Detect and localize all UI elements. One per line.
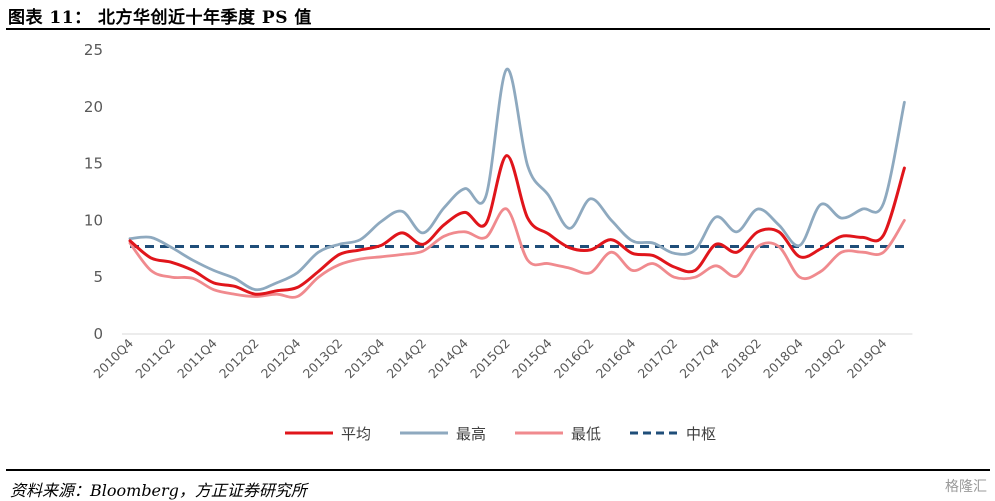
- x-axis-ticks: 2010Q42011Q22011Q42012Q22012Q42013Q22013…: [90, 335, 889, 381]
- y-axis-ticks: 0 5 10 15 20 25: [84, 41, 103, 343]
- line-chart: 0 5 10 15 20 25 2010Q42011Q22011Q42012Q22012Q…: [84, 41, 913, 443]
- x-tick-label: 2015Q2: [467, 336, 513, 382]
- legend-label-avg: 平均: [341, 425, 371, 443]
- x-tick-label: 2011Q2: [132, 336, 178, 382]
- x-tick-label: 2016Q4: [593, 335, 639, 381]
- y-tick-label: 5: [93, 268, 103, 286]
- x-tick-label: 2017Q4: [676, 335, 722, 381]
- x-tick-label: 2013Q2: [300, 336, 346, 382]
- x-tick-label: 2016Q2: [551, 336, 597, 382]
- footer-rule: [6, 469, 990, 471]
- series-line-max: [128, 67, 906, 292]
- y-tick-label: 20: [84, 98, 103, 116]
- y-tick-label: 15: [84, 155, 103, 173]
- series-line-avg: [128, 154, 906, 296]
- x-tick-label: 2014Q2: [383, 336, 429, 382]
- x-tick-label: 2012Q4: [258, 335, 304, 381]
- x-tick-label: 2014Q4: [425, 335, 471, 381]
- figure-title: 图表 11： 北方华创近十年季度 PS 值: [8, 8, 312, 28]
- y-tick-label: 0: [93, 325, 103, 343]
- x-tick-label: 2019Q4: [844, 335, 890, 381]
- y-tick-label: 10: [84, 211, 103, 229]
- x-tick-label: 2012Q2: [216, 336, 262, 382]
- series-line-min: [128, 207, 906, 299]
- x-tick-label: 2015Q4: [509, 335, 555, 381]
- series-layer: [128, 67, 906, 299]
- x-tick-label: 2013Q4: [342, 335, 388, 381]
- legend-label-max: 最高: [456, 425, 486, 443]
- x-tick-label: 2018Q4: [760, 335, 806, 381]
- y-tick-label: 25: [84, 41, 103, 59]
- legend: 平均 最高 最低 中枢: [285, 425, 716, 443]
- x-tick-label: 2018Q2: [718, 336, 764, 382]
- watermark-logo: 格隆汇: [945, 479, 987, 495]
- x-tick-label: 2019Q2: [802, 336, 848, 382]
- title-rule: [6, 28, 990, 30]
- x-tick-label: 2017Q2: [635, 336, 681, 382]
- legend-label-min: 最低: [571, 425, 601, 443]
- x-tick-label: 2011Q4: [174, 335, 220, 381]
- legend-label-center: 中枢: [686, 425, 716, 443]
- source-note: 资料来源：Bloomberg，方正证券研究所: [10, 481, 307, 500]
